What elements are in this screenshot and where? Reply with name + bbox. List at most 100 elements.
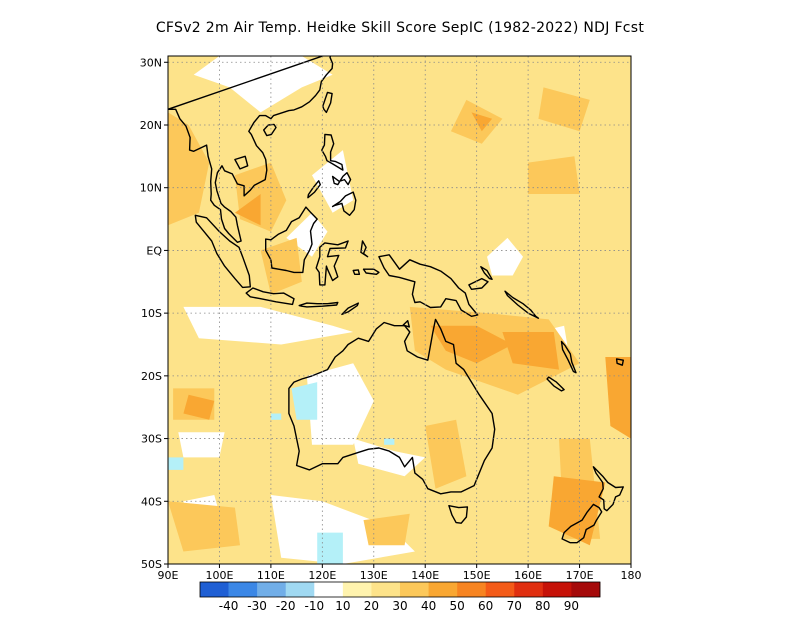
coastline-nz-north	[592, 466, 624, 512]
lat-tick-label: 40S	[141, 495, 162, 508]
map-frame	[167, 55, 632, 565]
lat-tick-label: 10S	[141, 307, 162, 320]
coastline-sulawesi	[315, 240, 349, 286]
coastline-borneo	[265, 206, 318, 274]
lon-tick-label: 120E	[308, 569, 336, 582]
skill-region-15	[538, 87, 590, 132]
coastline-sumatra	[194, 214, 252, 289]
skill-region-14	[450, 99, 503, 144]
lon-tick-label: 180	[621, 569, 642, 582]
lon-tick-label: 150E	[463, 569, 491, 582]
skill-region-16	[528, 156, 580, 194]
colorbar-label: 80	[535, 599, 550, 613]
coastline-timor	[341, 302, 359, 316]
skill-region-32	[168, 457, 184, 470]
colorbar-label: 90	[564, 599, 579, 613]
coastline-fiji	[615, 358, 624, 366]
skill-region-5	[306, 363, 374, 445]
skill-region-13	[260, 237, 302, 295]
skill-region-26	[548, 476, 606, 546]
coastline-mainland-sea	[168, 56, 334, 244]
colorbar-label: 10	[335, 599, 350, 613]
skill-region-24	[502, 332, 559, 370]
coastline-layer	[168, 56, 624, 544]
colorbar-label: -20	[276, 599, 296, 613]
skill-region-27	[183, 394, 215, 420]
coastline-solomons	[504, 290, 540, 319]
lon-tick-label: 110E	[257, 569, 285, 582]
skill-region-11	[168, 112, 210, 226]
coastline-taiwan	[322, 91, 333, 114]
colorbar-segment-0	[200, 582, 229, 597]
colorbar-label: 40	[421, 599, 436, 613]
skill-region-1	[286, 212, 328, 257]
coastline-halmahera-seram	[360, 240, 369, 258]
lat-tick-label: 20N	[140, 119, 162, 132]
lon-tick-label: 100E	[205, 569, 233, 582]
lon-tick-label: 90E	[158, 569, 179, 582]
skill-region-25	[605, 357, 631, 439]
colorbar-segment-10	[485, 582, 515, 597]
colorbar-label: -40	[219, 599, 239, 613]
skill-region-30	[291, 382, 318, 420]
lon-tick-label: 140E	[411, 569, 439, 582]
coastline-nz-south	[561, 503, 603, 544]
colorbar-segment-6	[371, 582, 401, 597]
coastline-palawan	[307, 180, 321, 199]
coastline-new-ireland	[480, 266, 493, 280]
coastline-luzon	[321, 133, 344, 171]
coastline-flores-sumbawa	[298, 301, 339, 308]
skill-region-0	[193, 56, 333, 113]
colorbar-border	[199, 581, 601, 598]
colorbar-segment-3	[285, 582, 315, 597]
colorbar-segment-8	[428, 582, 458, 597]
skill-region-4	[183, 306, 354, 345]
colorbar-segment-12	[542, 582, 572, 597]
skill-region-2	[312, 150, 354, 213]
colorbar-label: 70	[507, 599, 522, 613]
graticule-layer	[168, 56, 631, 564]
map-title: CFSv2 2m Air Temp. Heidke Skill Score Se…	[155, 20, 645, 36]
colorbar-segment-1	[228, 582, 258, 597]
colorbar-segment-5	[342, 582, 372, 597]
colorbar-segment-2	[257, 582, 287, 597]
skill-region-18	[168, 501, 240, 552]
coastline-australia	[288, 318, 496, 495]
skill-region-33	[270, 413, 282, 420]
coastline-buru	[352, 269, 361, 275]
skill-region-28	[234, 194, 261, 226]
colorbar-segment-4	[314, 582, 344, 597]
skill-region-7	[270, 495, 415, 564]
coastline-mindanao	[331, 191, 357, 217]
colorbar-label: 60	[478, 599, 493, 613]
colorbar: -40 -30 -20 -10 10 20 30 40 50 60 70 80 90	[199, 581, 601, 613]
coastline-new-britain	[468, 277, 489, 290]
skill-region-8	[178, 432, 225, 458]
lat-tick-label: 30N	[140, 56, 162, 69]
skill-region-29	[471, 112, 493, 132]
lon-tick-label: 170E	[566, 569, 594, 582]
lat-tick-label: 20S	[141, 370, 162, 383]
colorbar-label: 20	[364, 599, 379, 613]
colorbar-label: 30	[392, 599, 407, 613]
colorbar-segment-11	[514, 582, 544, 597]
lat-tick-label: EQ	[146, 244, 162, 257]
skill-region-22	[363, 513, 410, 546]
colorbar-segment-13	[571, 582, 601, 597]
lon-tick-label: 130E	[360, 569, 388, 582]
lat-tick-label: 50S	[141, 558, 162, 571]
skill-region-23	[430, 325, 513, 364]
coastline-visayas	[331, 171, 352, 186]
colorbar-label: -30	[247, 599, 267, 613]
coastline-java	[245, 287, 295, 306]
skill-region-6	[353, 438, 426, 477]
map-plot-area	[168, 56, 631, 564]
skill-shading-layer	[168, 56, 631, 564]
colorbar-label: -10	[304, 599, 324, 613]
lat-tick-label: 30S	[141, 433, 162, 446]
lat-tick-label: 10N	[140, 182, 162, 195]
coastline-kyushu	[376, 56, 379, 57]
skill-region-3	[487, 237, 523, 276]
